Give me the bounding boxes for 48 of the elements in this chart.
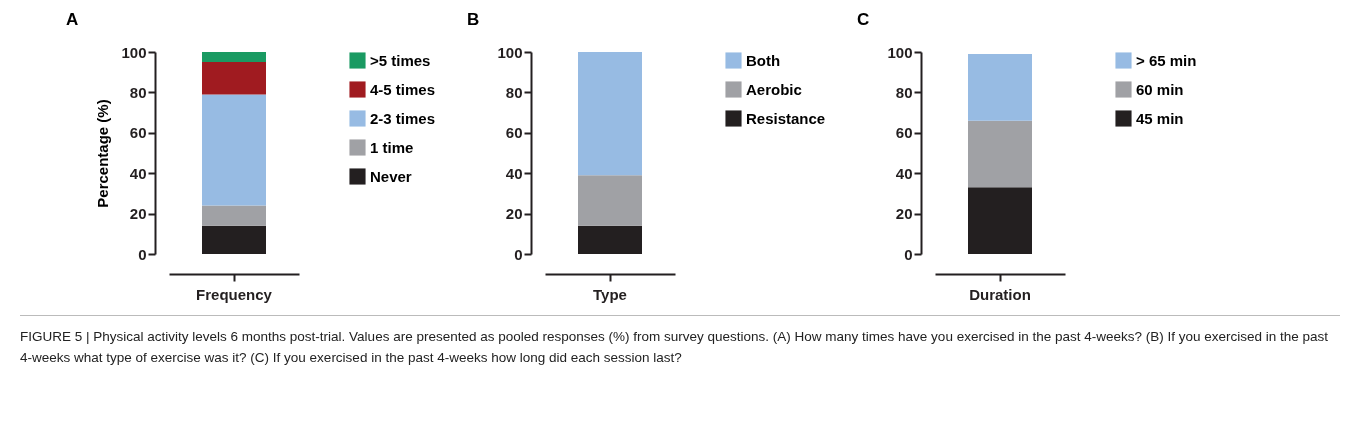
y-tick-label: 100	[887, 43, 913, 61]
y-tick-label: 40	[895, 164, 913, 182]
legend-label: 45 min	[1136, 109, 1184, 127]
y-tick-label: 60	[129, 124, 147, 142]
y-axis-title: Percentage (%)	[94, 99, 112, 208]
bar	[202, 205, 266, 226]
caption: FIGURE 5 | Physical activity levels 6 months post-trial. Values are presented as pooled responses (%) from survey questions. (A) How many times have you exercised in the past 4-weeks? (B) If you exercised in the past 4-weeks what type of exercise was it? (C) If you exercised in the past 4-weeks how long did each session last?	[20, 328, 1330, 367]
chart-title: A	[65, 10, 79, 29]
y-tick-label: 100	[121, 43, 147, 61]
y-tick-label: 0	[514, 245, 523, 263]
x-tick-label: Frequency	[196, 285, 273, 303]
legend-label: > 65 min	[1136, 51, 1197, 69]
y-tick-label: 40	[129, 164, 147, 182]
y-tick-label: 100	[497, 43, 523, 61]
legend-label: Resistance	[746, 109, 826, 127]
legend-label: Aerobic	[746, 80, 802, 98]
x-tick-label: Type	[593, 285, 627, 303]
legend-label: Both	[746, 51, 781, 69]
chart-title: B	[466, 10, 480, 29]
bar	[202, 94, 266, 206]
y-tick-label: 20	[895, 205, 913, 223]
bar	[578, 52, 642, 176]
y-tick-label: 80	[129, 83, 147, 101]
chart-title: C	[856, 10, 870, 29]
bar	[968, 187, 1032, 254]
bar	[578, 225, 642, 254]
bar	[968, 120, 1032, 188]
bar	[578, 175, 642, 226]
y-tick-label: 60	[505, 124, 523, 142]
bar	[202, 225, 266, 254]
legend-label: 4-5 times	[370, 80, 436, 98]
y-tick-label: 60	[895, 124, 913, 142]
y-tick-label: 40	[505, 164, 523, 182]
y-tick-label: 20	[129, 205, 147, 223]
y-tick-label: 80	[895, 83, 913, 101]
bar	[202, 62, 266, 95]
y-tick-label: 20	[505, 205, 523, 223]
legend-label: 60 min	[1136, 80, 1184, 98]
legend-label: >5 times	[370, 51, 431, 69]
x-tick-label: Duration	[969, 285, 1031, 303]
y-tick-label: 0	[138, 245, 147, 263]
y-tick-label: 0	[904, 245, 913, 263]
bar	[202, 52, 266, 63]
legend-label: 1 time	[370, 138, 414, 156]
legend-label: Never	[370, 167, 412, 185]
y-tick-label: 80	[505, 83, 523, 101]
bar	[968, 54, 1032, 121]
legend-label: 2-3 times	[370, 109, 436, 127]
